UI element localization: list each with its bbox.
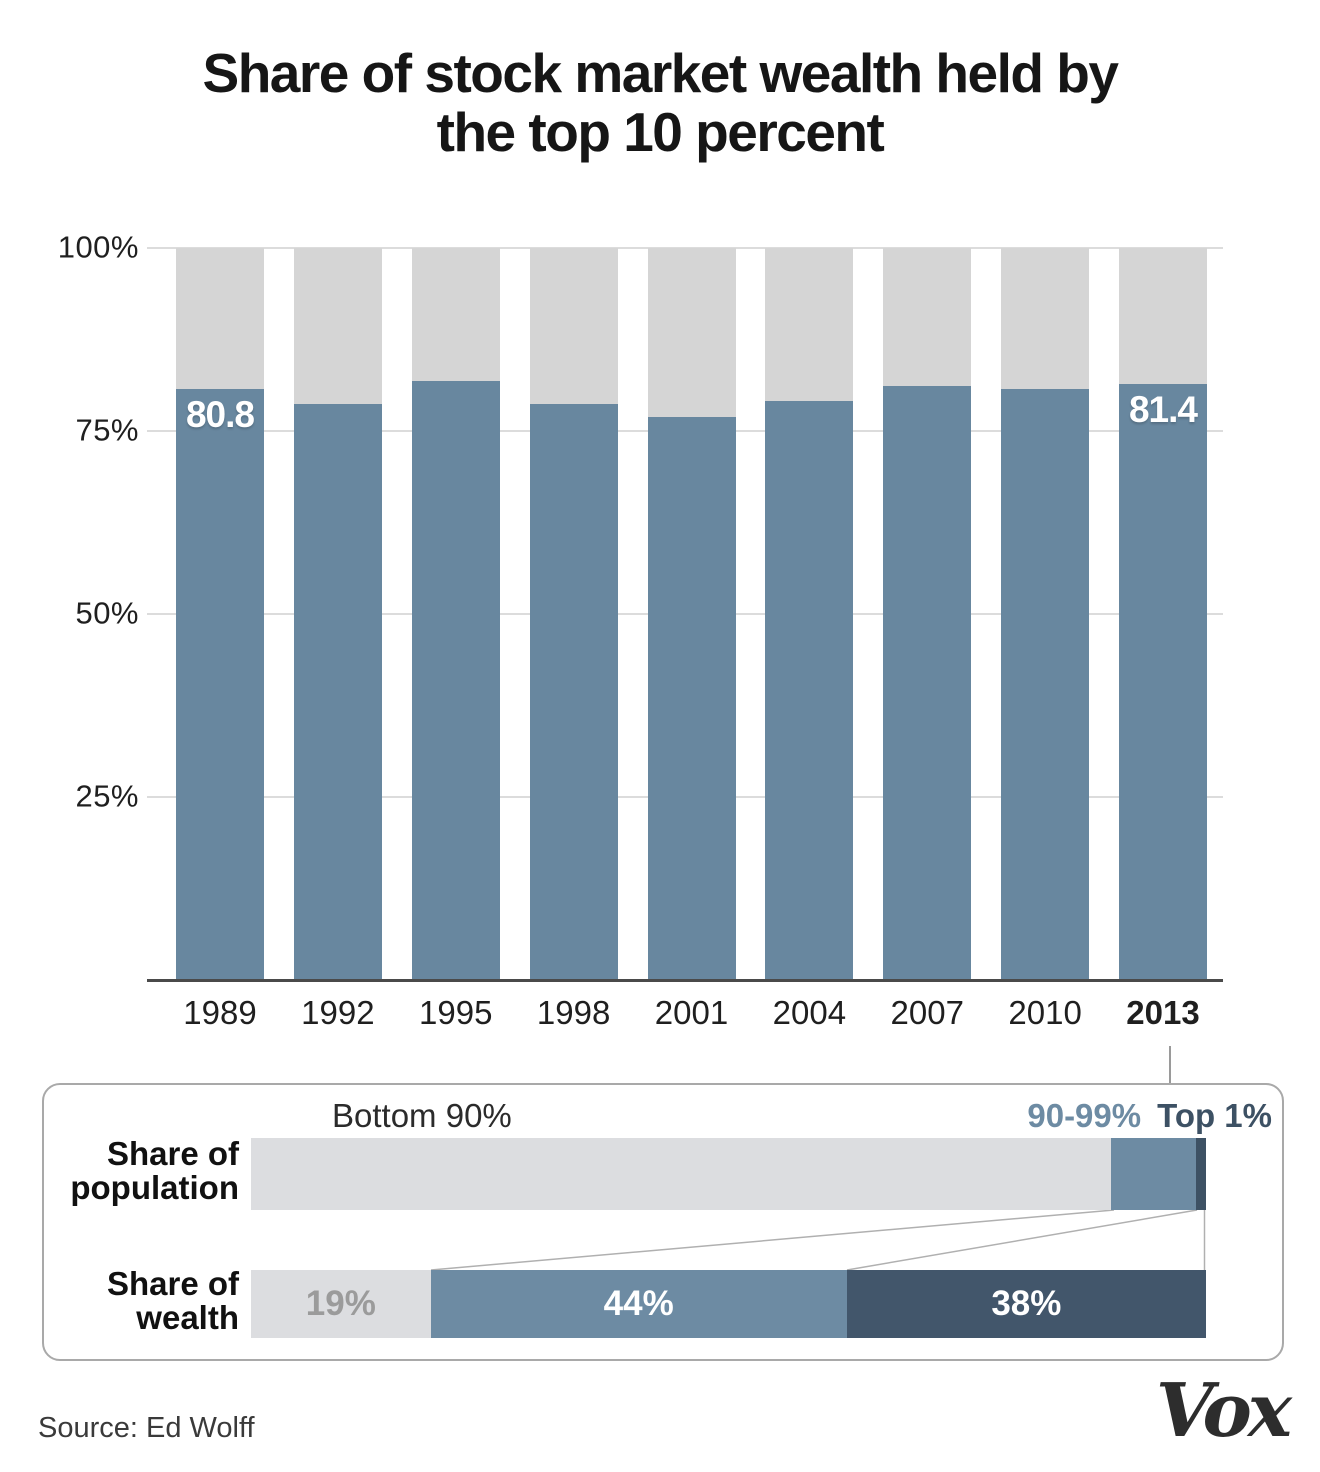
bar-2004-top10-segment: [765, 401, 854, 980]
top10-breakdown-inset-panel: Bottom 90% 90-99% Top 1% Share of popula…: [42, 1083, 1284, 1361]
bar-2001-top10-segment: [647, 417, 736, 980]
bar-2013-top10-segment: 81.4: [1119, 384, 1207, 980]
population-segment-bottom90: [251, 1138, 1111, 1210]
bar-1998-top10-segment: [529, 403, 618, 980]
x-label-1992: 1992: [301, 994, 375, 1031]
bar-chart-plot-area: 100% 75% 50% 25% 80.8 81.4 1989 1992 1995 1998 2…: [58, 229, 1223, 1031]
y-tick-75: 75%: [75, 412, 139, 448]
wealth-segment-bottom90: 19%: [251, 1270, 431, 1338]
y-tick-50: 50%: [75, 595, 139, 631]
bar-2013-remainder-segment: [1119, 248, 1207, 385]
share-of-population-bar: [251, 1138, 1206, 1210]
x-label-2007: 2007: [890, 994, 964, 1031]
bar-1989-value-label: 80.8: [185, 393, 255, 435]
bar-1992-top10-segment: [293, 403, 382, 980]
wealth-segment-top1: 38%: [846, 1270, 1206, 1338]
x-label-2013: 2013: [1126, 994, 1200, 1031]
bar-1989-remainder-segment: [176, 248, 264, 389]
inset-legend-right-group: 90-99% Top 1%: [1027, 1097, 1272, 1135]
bar-1995-top10-segment: [411, 380, 500, 980]
y-tick-25: 25%: [75, 778, 139, 814]
inset-legend-top1-label: Top 1%: [1157, 1097, 1272, 1134]
x-label-2004: 2004: [772, 994, 847, 1031]
x-axis-line: [147, 979, 1223, 982]
bar-1998-remainder-segment: [529, 248, 618, 404]
year-2013-connector-line: [1169, 1046, 1171, 1083]
y-tick-100: 100%: [57, 229, 139, 265]
bar-2007-top10-segment: [883, 385, 972, 980]
bar-1998: [529, 248, 618, 980]
bar-2007-remainder-segment: [883, 248, 972, 386]
bar-2010-top10-segment: [1001, 388, 1090, 980]
share-of-wealth-row-label: Share of wealth: [106, 1265, 239, 1336]
population-segment-90-99: [1110, 1138, 1197, 1210]
wealth-segment-90-99: 44%: [430, 1270, 847, 1338]
source-credit: Source: Ed Wolff: [38, 1412, 255, 1444]
bar-2001-remainder-segment: [647, 248, 736, 418]
bar-2004: [765, 248, 854, 980]
bar-1989-top10-segment: 80.8: [176, 388, 264, 980]
bar-series: 80.8 81.4: [163, 248, 1223, 980]
share-of-wealth-bar: 19% 44% 38%: [251, 1270, 1206, 1338]
chart-title-line1: Share of stock market wealth held by: [202, 42, 1119, 104]
bar-2010-remainder-segment: [1001, 248, 1090, 389]
inset-connector-lines: [430, 1210, 1206, 1270]
bar-2013-value-label: 81.4: [1128, 389, 1198, 431]
chart-title-line2: the top 10 percent: [436, 100, 885, 163]
x-label-2010: 2010: [1008, 994, 1082, 1031]
wealth-segment-label: 19%: [305, 1284, 376, 1323]
bar-2007: [883, 248, 972, 980]
bar-2004-remainder-segment: [765, 248, 854, 401]
bar-2010: [1001, 248, 1090, 980]
vox-logo[interactable]: Vox: [1155, 1368, 1292, 1454]
population-segment-top1: [1196, 1138, 1206, 1210]
bar-1995: [411, 248, 500, 980]
inset-legend-90-99-label: 90-99%: [1027, 1097, 1142, 1134]
bar-1995-remainder-segment: [411, 248, 500, 381]
x-label-1998: 1998: [536, 994, 611, 1031]
bar-1989: 80.8: [176, 248, 264, 980]
inset-legend-bottom90-label: Bottom 90%: [332, 1097, 512, 1134]
share-of-population-row-label: Share of population: [70, 1135, 239, 1206]
bar-2013: 81.4: [1119, 248, 1207, 980]
x-label-1989: 1989: [183, 994, 257, 1031]
bar-1992-remainder-segment: [293, 248, 382, 404]
x-label-2001: 2001: [654, 994, 729, 1031]
bar-1992: [293, 248, 382, 980]
wealth-segment-label: 38%: [991, 1284, 1062, 1323]
bar-2001: [647, 248, 736, 980]
chart-title: Share of stock market wealth held by the…: [0, 44, 1320, 162]
x-label-1995: 1995: [419, 994, 493, 1031]
wealth-segment-label: 44%: [603, 1284, 674, 1323]
x-axis-category-labels: 1989 1992 1995 1998 2001 2004 2007 2010 2013: [163, 994, 1223, 1032]
